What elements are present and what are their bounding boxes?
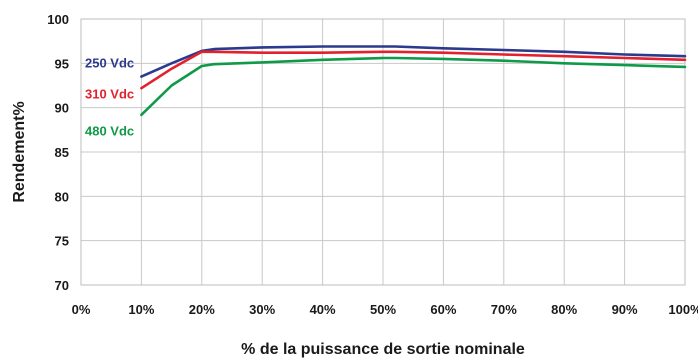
tick-labels: 0% 10% 20% 30% 40% 50% 60% 70% 80% 90% 100% 70 75 80 8… [47,12,698,317]
x-tick-label: 80% [551,302,577,317]
series-line-2 [140,56,687,117]
y-tick-label: 95 [55,56,69,71]
series-label-0: 250 Vdc [85,55,134,70]
y-tick-label: 90 [55,101,69,116]
x-tick-label: 70% [491,302,517,317]
x-tick-label: 10% [128,302,154,317]
series-labels: 250 Vdc 310 Vdc 480 Vdc [85,55,134,138]
y-tick-label: 85 [55,145,69,160]
x-tick-label: 90% [612,302,638,317]
series-line-1 [140,50,687,90]
x-tick-label: 60% [430,302,456,317]
x-tick-label: 100% [668,302,698,317]
y-tick-label: 100 [47,12,69,27]
x-tick-label: 30% [249,302,275,317]
series-label-2: 480 Vdc [85,124,134,139]
y-tick-label: 80 [55,189,69,204]
y-tick-label: 75 [55,234,69,249]
series-label-1: 310 Vdc [85,86,134,101]
plot-frame [80,18,686,286]
y-tick-label: 70 [55,278,69,293]
x-tick-label: 50% [370,302,396,317]
x-tick-label: 40% [310,302,336,317]
series-lines [140,45,687,117]
x-tick-label: 0% [72,302,91,317]
x-tick-label: 20% [189,302,215,317]
y-axis-title: Rendement% [11,101,28,202]
x-axis-title: % de la puissance de sortie nominale [241,341,525,358]
